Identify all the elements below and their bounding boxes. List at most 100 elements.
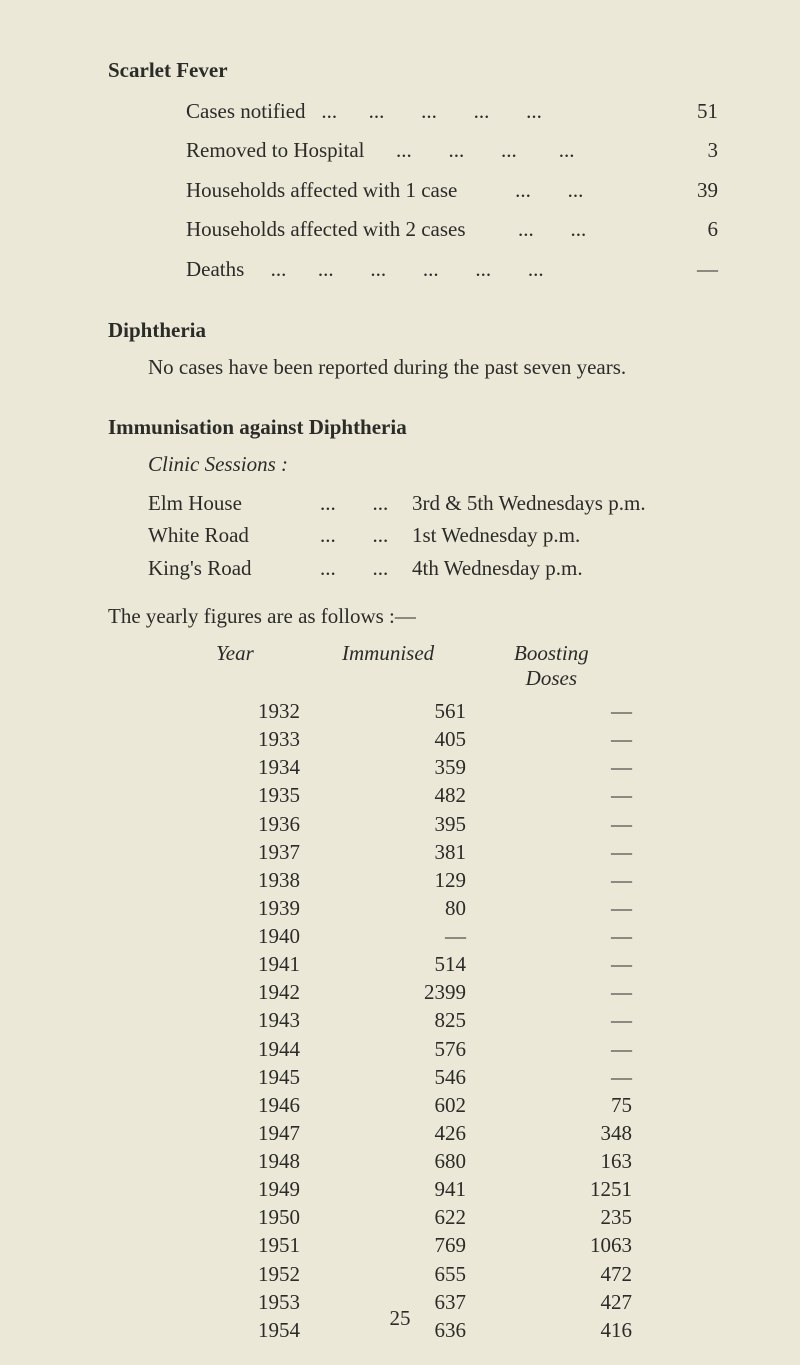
- hdr-boost2: Doses: [526, 666, 577, 690]
- scarlet-stats: Cases notified ... ... ... ... ...51Remo…: [108, 97, 718, 284]
- stat-num: 39: [670, 176, 718, 205]
- clinic-when: 4th Wednesday p.m.: [412, 552, 583, 585]
- hdr-boosting: Boosting Doses: [514, 641, 589, 691]
- hdr-boost1: Boosting: [514, 641, 589, 665]
- diphtheria-heading: Diphtheria: [108, 318, 718, 343]
- cell-immunised: 395: [300, 810, 466, 838]
- cell-boosting: 75: [466, 1091, 632, 1119]
- dot-leader: ... ...: [457, 176, 670, 205]
- cell-year: 1951: [108, 1231, 300, 1259]
- cell-boosting: —: [466, 922, 632, 950]
- cell-immunised: 129: [300, 866, 466, 894]
- clinic-row: White Road... ...1st Wednesday p.m.: [148, 519, 718, 552]
- table-row: 1952655472: [108, 1260, 718, 1288]
- table-row: 19422399—: [108, 978, 718, 1006]
- cell-boosting: 1251: [466, 1175, 632, 1203]
- clinic-when: 3rd & 5th Wednesdays p.m.: [412, 487, 646, 520]
- stat-row: Households affected with 2 cases ... ...…: [186, 215, 718, 244]
- stat-row: Deaths ... ... ... ... ... ...—: [186, 255, 718, 284]
- cell-boosting: 472: [466, 1260, 632, 1288]
- cell-year: 1948: [108, 1147, 300, 1175]
- scarlet-heading: Scarlet Fever: [108, 58, 718, 83]
- table-row: 194660275: [108, 1091, 718, 1119]
- cell-year: 1946: [108, 1091, 300, 1119]
- cell-boosting: —: [466, 894, 632, 922]
- clinic-name: Elm House: [148, 487, 320, 520]
- cell-year: 1940: [108, 922, 300, 950]
- dot-leader: ... ...: [320, 519, 412, 552]
- cell-immunised: —: [300, 922, 466, 950]
- table-row: 19499411251: [108, 1175, 718, 1203]
- clinic-sessions-heading: Clinic Sessions :: [108, 450, 718, 478]
- stat-label: Deaths: [186, 255, 244, 284]
- cell-immunised: 769: [300, 1231, 466, 1259]
- cell-boosting: 163: [466, 1147, 632, 1175]
- cell-immunised: 576: [300, 1035, 466, 1063]
- cell-boosting: —: [466, 725, 632, 753]
- immunisation-heading: Immunisation against Diphtheria: [108, 415, 718, 440]
- stat-num: 6: [670, 215, 718, 244]
- cell-boosting: —: [466, 697, 632, 725]
- table-row: 1943825—: [108, 1006, 718, 1034]
- cell-immunised: 426: [300, 1119, 466, 1147]
- cell-year: 1934: [108, 753, 300, 781]
- table-row: 193980—: [108, 894, 718, 922]
- stat-label: Cases notified: [186, 97, 306, 126]
- cell-year: 1941: [108, 950, 300, 978]
- hdr-immunised: Immunised: [342, 641, 514, 691]
- cell-immunised: 825: [300, 1006, 466, 1034]
- stat-label: Households affected with 1 case: [186, 176, 457, 205]
- table-row: 1938129—: [108, 866, 718, 894]
- cell-boosting: —: [466, 866, 632, 894]
- table-row: 1948680163: [108, 1147, 718, 1175]
- table-row: 1945546—: [108, 1063, 718, 1091]
- stat-label: Households affected with 2 cases: [186, 215, 466, 244]
- dot-leader: ... ... ... ... ...: [306, 97, 670, 126]
- dot-leader: ... ...: [320, 487, 412, 520]
- stat-num: —: [670, 255, 718, 284]
- cell-immunised: 941: [300, 1175, 466, 1203]
- diphtheria-text: No cases have been reported during the p…: [108, 353, 718, 381]
- cell-year: 1944: [108, 1035, 300, 1063]
- stat-label: Removed to Hospital: [186, 136, 364, 165]
- cell-year: 1947: [108, 1119, 300, 1147]
- cell-boosting: 348: [466, 1119, 632, 1147]
- cell-year: 1939: [108, 894, 300, 922]
- cell-year: 1932: [108, 697, 300, 725]
- cell-boosting: —: [466, 1035, 632, 1063]
- table-row: 1941514—: [108, 950, 718, 978]
- table-row: 1936395—: [108, 810, 718, 838]
- year-table: 1932561—1933405—1934359—1935482—1936395—…: [108, 697, 718, 1344]
- year-table-header: Year Immunised Boosting Doses: [108, 641, 718, 691]
- cell-immunised: 546: [300, 1063, 466, 1091]
- cell-year: 1950: [108, 1203, 300, 1231]
- cell-boosting: —: [466, 838, 632, 866]
- cell-immunised: 381: [300, 838, 466, 866]
- dot-leader: ... ... ... ...: [364, 136, 670, 165]
- hdr-year: Year: [216, 641, 342, 691]
- clinic-name: White Road: [148, 519, 320, 552]
- table-row: 1940——: [108, 922, 718, 950]
- table-row: 1947426348: [108, 1119, 718, 1147]
- cell-immunised: 561: [300, 697, 466, 725]
- clinic-row: Elm House... ...3rd & 5th Wednesdays p.m…: [148, 487, 718, 520]
- cell-year: 1936: [108, 810, 300, 838]
- cell-boosting: —: [466, 810, 632, 838]
- cell-boosting: —: [466, 950, 632, 978]
- cell-boosting: 235: [466, 1203, 632, 1231]
- cell-year: 1935: [108, 781, 300, 809]
- table-row: 1932561—: [108, 697, 718, 725]
- stat-row: Removed to Hospital ... ... ... ...3: [186, 136, 718, 165]
- dot-leader: ... ...: [320, 552, 412, 585]
- clinic-rows: Elm House... ...3rd & 5th Wednesdays p.m…: [108, 487, 718, 585]
- table-row: 1934359—: [108, 753, 718, 781]
- cell-boosting: —: [466, 1063, 632, 1091]
- cell-immunised: 405: [300, 725, 466, 753]
- cell-immunised: 359: [300, 753, 466, 781]
- table-row: 1933405—: [108, 725, 718, 753]
- dot-leader: ... ... ... ... ... ...: [244, 255, 670, 284]
- cell-year: 1943: [108, 1006, 300, 1034]
- cell-boosting: —: [466, 978, 632, 1006]
- stat-num: 3: [670, 136, 718, 165]
- cell-boosting: —: [466, 753, 632, 781]
